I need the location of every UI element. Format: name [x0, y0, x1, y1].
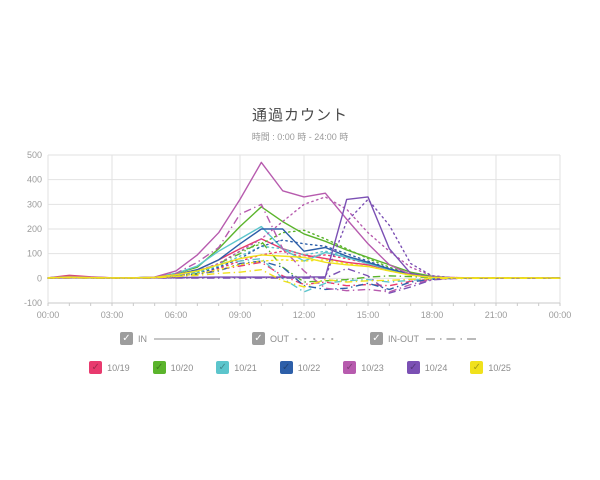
svg-text:18:00: 18:00: [421, 310, 444, 320]
checkbox-10-24[interactable]: ✓: [406, 361, 420, 374]
legend-item-10-21: ✓ 10/21: [216, 361, 257, 374]
svg-text:09:00: 09:00: [229, 310, 252, 320]
check-icon: ✓: [254, 332, 263, 344]
legend-label-in: IN: [138, 333, 147, 344]
legend-item-10-19: ✓ 10/19: [89, 361, 130, 374]
legend-label-10-21: 10/21: [234, 362, 257, 373]
in-out-line-sample: [426, 337, 478, 340]
legend-item-out: ✓ OUT: [252, 332, 340, 345]
check-icon: ✓: [91, 361, 100, 373]
svg-text:500: 500: [27, 150, 42, 160]
svg-text:00:00: 00:00: [549, 310, 572, 320]
legend-label-10-19: 10/19: [107, 362, 130, 373]
legend-item-10-23: ✓ 10/23: [343, 361, 384, 374]
legend-label-10-20: 10/20: [170, 362, 194, 373]
out-line-sample: [295, 337, 339, 340]
legend-item-in: ✓ IN: [120, 332, 222, 345]
date-legend: ✓ 10/19 ✓ 10/20 ✓ 10/21 ✓ 10/22 ✓ 10/23 …: [0, 361, 600, 374]
check-icon: ✓: [472, 361, 482, 373]
legend-label-10-23: 10/23: [361, 362, 384, 373]
svg-text:200: 200: [27, 224, 42, 234]
check-icon: ✓: [372, 332, 381, 344]
svg-text:03:00: 03:00: [101, 310, 124, 320]
legend-item-10-20: ✓ 10/20: [152, 361, 194, 374]
checkbox-10-22[interactable]: ✓: [279, 361, 293, 374]
checkbox-10-25[interactable]: ✓: [470, 361, 484, 374]
legend-label-out: OUT: [270, 333, 289, 344]
checkbox-10-23[interactable]: ✓: [343, 361, 357, 374]
svg-text:-100: -100: [24, 298, 42, 308]
svg-text:12:00: 12:00: [293, 310, 316, 320]
svg-text:300: 300: [27, 199, 42, 209]
checkbox-in-out[interactable]: ✓: [370, 332, 383, 345]
svg-text:400: 400: [27, 175, 42, 185]
svg-text:100: 100: [27, 249, 42, 259]
svg-text:0: 0: [37, 273, 42, 283]
legend-item-in-out: ✓ IN-OUT: [370, 332, 480, 345]
legend-label-10-22: 10/22: [297, 362, 321, 373]
checkbox-10-21[interactable]: ✓: [216, 361, 230, 374]
in-line-sample: [154, 337, 220, 340]
svg-text:06:00: 06:00: [165, 310, 188, 320]
checkbox-10-20[interactable]: ✓: [152, 361, 166, 374]
svg-text:21:00: 21:00: [485, 310, 508, 320]
checkbox-10-19[interactable]: ✓: [89, 361, 103, 374]
legend-item-10-24: ✓ 10/24: [406, 361, 448, 374]
page-title: 通過カウント: [251, 107, 348, 124]
legend-label-10-25: 10/25: [488, 362, 511, 373]
checkbox-in[interactable]: ✓: [120, 332, 133, 345]
legend-item-10-22: ✓ 10/22: [279, 361, 321, 374]
check-icon: ✓: [345, 361, 354, 373]
series-legend: ✓ IN ✓ OUT ✓ IN-OUT: [0, 332, 600, 345]
svg-text:00:00: 00:00: [37, 310, 60, 320]
check-icon: ✓: [218, 361, 227, 373]
check-icon: ✓: [409, 361, 418, 373]
legend-label-10-24: 10/24: [424, 362, 448, 373]
check-icon: ✓: [122, 332, 131, 344]
legend-label-in-out: IN-OUT: [388, 333, 419, 344]
check-icon: ✓: [282, 361, 291, 373]
legend-item-10-25: ✓ 10/25: [470, 361, 511, 374]
check-icon: ✓: [154, 361, 164, 373]
svg-text:15:00: 15:00: [357, 310, 380, 320]
page-subtitle: 時間 : 0:00 時 - 24:00 時: [251, 132, 349, 142]
checkbox-out[interactable]: ✓: [252, 332, 265, 345]
